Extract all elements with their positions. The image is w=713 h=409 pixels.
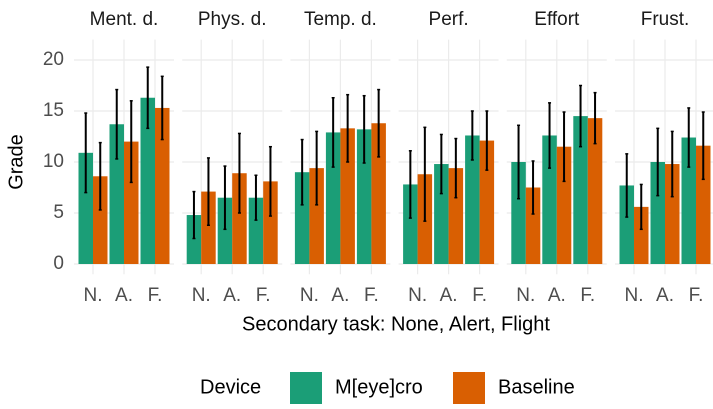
x-tick-label: A. (656, 285, 674, 306)
bar (665, 164, 680, 264)
x-tick-label: N. (516, 285, 535, 306)
x-tick-label: A. (548, 285, 566, 306)
bar (634, 206, 649, 264)
facet-label: Ment. d. (90, 9, 159, 30)
facet-label: Effort (534, 9, 580, 30)
bar (248, 197, 264, 264)
x-tick-label: N. (300, 285, 319, 306)
bar (479, 140, 495, 264)
x-tick-label: F. (472, 285, 487, 306)
bar (403, 184, 418, 264)
bar (340, 128, 355, 264)
bar (696, 145, 711, 264)
bar (294, 172, 310, 264)
legend-label: M[eye]cro (335, 376, 423, 398)
x-axis-label: Secondary task: None, Alert, Flight (242, 313, 550, 335)
x-tick-label: F. (689, 285, 704, 306)
bar (217, 197, 233, 264)
bar (186, 215, 202, 264)
bar (465, 135, 480, 264)
x-tick-label: F. (364, 285, 379, 306)
x-tick-label: F. (148, 285, 163, 306)
bar (556, 146, 572, 264)
x-tick-label: N. (84, 285, 103, 306)
bar (109, 124, 124, 264)
bar (155, 107, 170, 264)
y-axis-label: Grade (5, 134, 27, 190)
bar (124, 141, 139, 264)
bar (573, 116, 588, 264)
y-tick-label: 5 (53, 202, 64, 223)
bar (448, 168, 464, 264)
bar (434, 164, 449, 264)
x-tick-label: A. (331, 285, 349, 306)
bar (263, 181, 278, 264)
bar (371, 123, 386, 265)
x-tick-label: N. (192, 285, 211, 306)
x-tick-label: F. (256, 285, 271, 306)
bar (525, 187, 541, 264)
bar (309, 168, 324, 264)
legend-label: Baseline (498, 376, 575, 398)
facet-label: Phys. d. (198, 9, 267, 30)
bar (356, 129, 372, 264)
facet-label: Perf. (429, 9, 469, 30)
x-tick-label: N. (625, 285, 644, 306)
legend-key (290, 372, 322, 404)
bar (619, 185, 634, 264)
facet-label: Temp. d. (304, 9, 377, 30)
bar (650, 162, 665, 264)
y-tick-label: 0 (53, 253, 64, 274)
y-tick-label: 15 (43, 100, 64, 121)
facet-label: Frust. (641, 9, 690, 30)
bar (232, 173, 247, 264)
bar (325, 132, 341, 264)
x-tick-label: F. (580, 285, 595, 306)
bar (140, 97, 155, 265)
bar (681, 137, 696, 264)
x-tick-label: A. (115, 285, 133, 306)
x-tick-label: N. (408, 285, 427, 306)
y-tick-label: 20 (43, 49, 64, 70)
bar (201, 191, 216, 264)
legend-key (453, 372, 485, 404)
x-tick-label: A. (440, 285, 458, 306)
bar (587, 118, 603, 264)
y-tick-label: 10 (43, 151, 64, 172)
bar (511, 162, 526, 264)
bar (542, 135, 557, 264)
bar (78, 152, 93, 264)
bar (93, 176, 108, 264)
legend-title: Device (200, 376, 261, 398)
x-tick-label: A. (223, 285, 241, 306)
